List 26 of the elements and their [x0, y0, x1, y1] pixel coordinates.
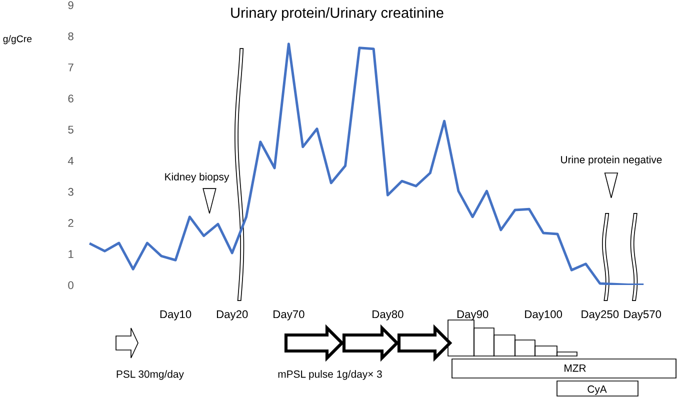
x-tick-label: Day20: [216, 310, 248, 320]
y-tick-label: 1: [68, 250, 74, 258]
y-tick-label: 6: [68, 94, 74, 102]
text: mPSL pulse 1g/day× 3: [278, 370, 382, 380]
y-tick-label: 4: [68, 156, 74, 165]
annotation: Kidney biopsy: [165, 172, 230, 183]
y-tick-label: 8: [68, 32, 74, 40]
y-tick-label: 7: [68, 64, 74, 72]
y-tick-label: 5: [68, 126, 74, 134]
x-tick-label: Day90: [457, 310, 488, 320]
y-tick-label: 3: [68, 188, 74, 196]
y-tick-label: 0: [68, 281, 74, 290]
x-tick-label: Day70: [274, 310, 304, 320]
annotation: Urine protein negative: [561, 156, 662, 166]
x-tick-label: Day250: [582, 310, 619, 320]
x-tick-label: Day100: [525, 310, 562, 320]
x-tick-label: Day80: [372, 310, 404, 320]
text: MZR: [564, 364, 586, 372]
y-tick-label: 2: [68, 219, 74, 227]
y-tick-label: 9: [68, 1, 74, 10]
x-tick-label: Day10: [160, 310, 192, 320]
text: PSL 30mg/day: [116, 370, 184, 380]
y-axis-title: g/gCre: [3, 35, 32, 44]
chart-title: Urinary protein/Urinary creatinine: [231, 7, 444, 21]
x-tick-label: Day570: [624, 310, 662, 320]
text: CyA: [588, 385, 607, 395]
